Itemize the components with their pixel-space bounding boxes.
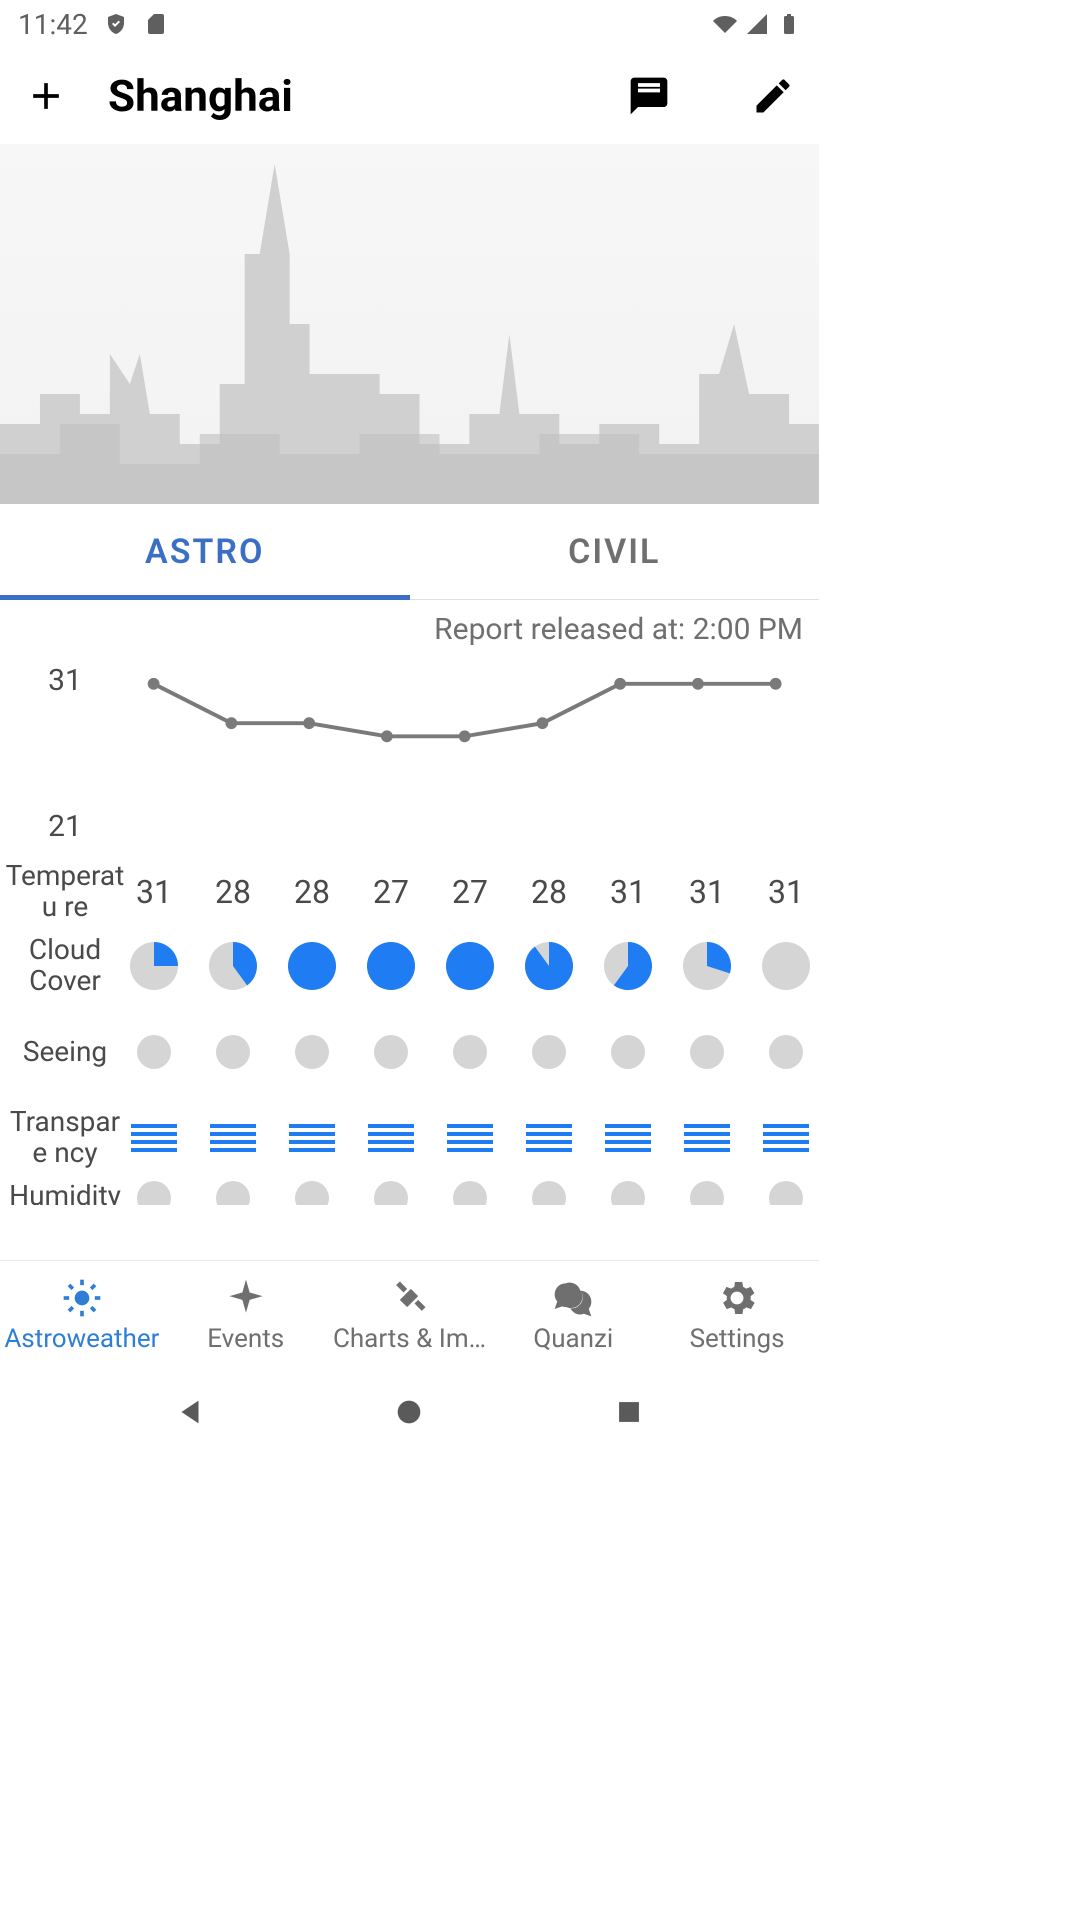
transparency-indicator [446,1114,494,1162]
seeing-indicator [446,1028,494,1076]
seeing-indicator [130,1028,178,1076]
nav-label: Events [207,1324,284,1354]
cloud-cover-pie [525,942,573,990]
shield-icon [104,12,128,36]
humidity-indicator [367,1181,415,1205]
back-icon[interactable] [173,1395,207,1429]
system-nav [0,1368,819,1456]
cloud-cover-pie [130,942,178,990]
cloud-cover-pie [209,942,257,990]
seeing-row: Seeing [0,1009,819,1095]
seeing-indicator [762,1028,810,1076]
nav-astroweather[interactable]: Astroweather [0,1261,164,1368]
temperature-value: 31 [762,868,810,916]
edit-icon[interactable] [751,74,795,118]
temperature-row: Temperatu re 31 28 28 27 27 28 31 31 31 [0,861,819,923]
home-icon[interactable] [392,1395,426,1429]
cloud-cover-pie [604,942,652,990]
recent-icon[interactable] [612,1395,646,1429]
temperature-value: 27 [446,868,494,916]
chat-icon [551,1276,595,1320]
signal-icon [745,12,769,36]
battery-icon [777,12,801,36]
temperature-value: 28 [525,868,573,916]
tabs: ASTRO CIVIL [0,504,819,600]
humidity-indicator [604,1181,652,1205]
transparency-indicator [604,1114,652,1162]
page-title: Shanghai [108,70,587,122]
transparency-row: Transpare ncy [0,1095,819,1181]
nav-label: Quanzi [533,1324,613,1354]
humidity-label: Humidity [0,1181,130,1205]
status-bar: 11:42 [0,0,819,48]
tab-civil[interactable]: CIVIL [410,504,820,599]
transparency-indicator [762,1114,810,1162]
cloud-cover-pie [367,942,415,990]
humidity-indicator [683,1181,731,1205]
cloud-cover-pie [288,942,336,990]
humidity-indicator [288,1181,336,1205]
nav-settings[interactable]: Settings [655,1261,819,1368]
app-bar: Shanghai [0,48,819,144]
tab-astro[interactable]: ASTRO [0,504,410,599]
temperature-label: Temperatu re [0,861,130,923]
transparency-indicator [367,1114,415,1162]
humidity-indicator [446,1181,494,1205]
temperature-value: 31 [130,868,178,916]
add-icon[interactable] [24,74,68,118]
temperature-value: 31 [604,868,652,916]
cloud-cover-pie [446,942,494,990]
temperature-chart: 31 21 [0,651,819,861]
seeing-indicator [604,1028,652,1076]
sd-card-icon [144,12,168,36]
transparency-indicator [525,1114,573,1162]
transparency-indicator [209,1114,257,1162]
humidity-indicator [130,1181,178,1205]
satellite-icon [387,1276,431,1320]
seeing-indicator [288,1028,336,1076]
seeing-indicator [367,1028,415,1076]
cloud-cover-pie [683,942,731,990]
message-icon[interactable] [627,74,671,118]
sun-icon [60,1276,104,1320]
temperature-value: 27 [367,868,415,916]
bottom-nav: Astroweather Events Charts & Im… Quanzi … [0,1260,819,1368]
gear-icon [715,1276,759,1320]
seeing-label: Seeing [0,1037,130,1068]
transparency-label: Transpare ncy [0,1107,130,1169]
seeing-indicator [525,1028,573,1076]
humidity-indicator [525,1181,573,1205]
seeing-indicator [209,1028,257,1076]
nav-label: Settings [690,1324,785,1354]
wifi-icon [713,12,737,36]
skyline-banner [0,144,819,504]
transparency-indicator [130,1114,178,1162]
transparency-indicator [288,1114,336,1162]
cloud-cover-pie [762,942,810,990]
humidity-indicator [762,1181,810,1205]
cloud-cover-label: Cloud Cover [0,935,130,997]
nav-charts[interactable]: Charts & Im… [328,1261,492,1368]
temperature-value: 28 [288,868,336,916]
status-time: 11:42 [18,8,88,41]
nav-quanzi[interactable]: Quanzi [491,1261,655,1368]
nav-label: Astroweather [4,1324,159,1354]
transparency-indicator [683,1114,731,1162]
nav-label: Charts & Im… [333,1324,486,1354]
cloud-cover-row: Cloud Cover [0,923,819,1009]
temperature-value: 28 [209,868,257,916]
nav-events[interactable]: Events [164,1261,328,1368]
report-released: Report released at: 2:00 PM [0,600,819,651]
y-axis-min: 21 [0,809,130,844]
humidity-row: Humidity [0,1181,819,1205]
humidity-indicator [209,1181,257,1205]
y-axis-max: 31 [0,663,130,698]
seeing-indicator [683,1028,731,1076]
temperature-value: 31 [683,868,731,916]
star-icon [224,1276,268,1320]
